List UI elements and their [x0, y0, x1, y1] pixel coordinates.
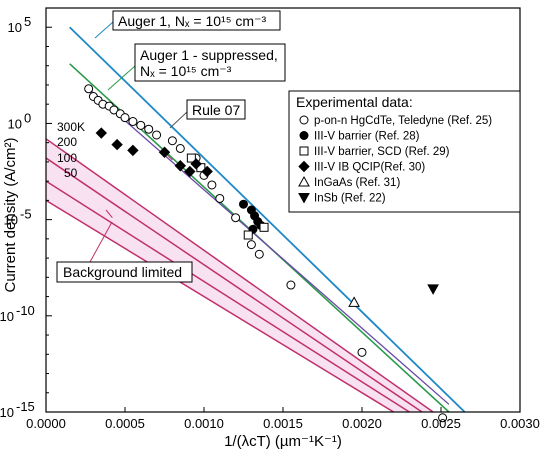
- legend: Experimental data: p-on-n HgCdTe, Teledy…: [288, 90, 521, 213]
- marker-diamond-filled: [184, 165, 196, 178]
- marker-circle-filled: [299, 131, 309, 140]
- marker-circle-open: [357, 347, 367, 357]
- annotation-rule07: Rule 07: [186, 99, 246, 120]
- background-leader: [89, 221, 113, 263]
- marker-triangle-down-filled: [427, 284, 439, 295]
- marker-circle-open: [120, 113, 130, 123]
- temperature-label: 200: [57, 135, 77, 149]
- marker-triangle-open: [348, 296, 360, 307]
- legend-entry: III-V barrier (Ref. 28): [299, 131, 420, 143]
- marker-circle-filled: [239, 199, 248, 209]
- marker-diamond-filled: [95, 127, 108, 139]
- temperature-label: 50: [64, 166, 78, 180]
- legend-entry-label: III-V barrier (Ref. 28): [314, 131, 420, 143]
- auger1-line: [69, 26, 466, 412]
- marker-circle-open: [144, 124, 154, 134]
- bg-curve-200: [46, 157, 423, 412]
- y-tick-exponent: -15: [16, 399, 35, 414]
- y-tick-label: 10: [0, 405, 14, 420]
- auger1-suppressed-leader: [107, 65, 136, 91]
- marker-circle-open: [246, 240, 256, 250]
- data-markers: [84, 84, 448, 423]
- marker-square-open: [259, 222, 269, 232]
- auger1-leader: [94, 21, 114, 39]
- x-tick-label: 0.0005: [105, 416, 145, 431]
- y-tick-label: 10: [8, 20, 22, 35]
- marker-diamond-filled: [158, 146, 171, 158]
- annotation-auger1-suppressed-line2: Nₓ = 10¹⁵ cm⁻³: [140, 63, 232, 79]
- legend-entry-label: InGaAs (Ref. 31): [314, 177, 400, 189]
- x-tick-label: 0.0010: [184, 416, 224, 431]
- y-tick-exponent: 0: [24, 110, 31, 125]
- marker-circle-open: [231, 213, 241, 223]
- x-tick-label: 0.0020: [342, 416, 382, 431]
- x-tick-label: 0.0025: [421, 416, 461, 431]
- marker-circle-open: [136, 120, 146, 130]
- bg-arrow: [105, 209, 113, 219]
- legend-title: Experimental data:: [296, 94, 413, 110]
- marker-square-open: [186, 153, 196, 163]
- marker-circle-open: [207, 180, 217, 190]
- annotation-background-text: Background limited: [63, 264, 182, 280]
- marker-circle-open: [167, 136, 177, 146]
- x-axis-title: 1/(λcT) (µm⁻¹K⁻¹): [224, 433, 342, 450]
- marker-circle-open: [84, 84, 94, 94]
- x-tick-label: 0.0000: [26, 416, 66, 431]
- legend-box: [288, 90, 521, 213]
- marker-triangle-down-filled: [298, 193, 310, 204]
- marker-circle-open: [128, 117, 138, 127]
- annotation-auger1-suppressed-line1: Auger 1 - suppressed,: [140, 47, 278, 63]
- rule07-leader: [169, 111, 188, 129]
- y-tick-exponent: -10: [16, 303, 35, 318]
- x-tick-label: 0.0030: [500, 416, 540, 431]
- legend-entry: p-on-n HgCdTe, Teledyne (Ref. 25): [299, 115, 492, 127]
- marker-triangle-open: [298, 175, 310, 187]
- legend-entry-label: III-V IB QCIP(Ref. 30): [314, 162, 425, 174]
- y-axis-title: Current density (A/cm²): [2, 137, 19, 292]
- marker-square-open: [299, 146, 309, 156]
- y-tick-label: 10: [8, 116, 22, 131]
- legend-entry: III-V IB QCIP(Ref. 30): [298, 160, 425, 174]
- annotation-auger1: Auger 1, Nₓ = 10¹⁵ cm⁻³: [112, 10, 281, 31]
- legend-entry: InGaAs (Ref. 31): [298, 175, 400, 189]
- annotation-auger1-suppressed: Auger 1 - suppressed, Nₓ = 10¹⁵ cm⁻³: [134, 43, 286, 82]
- legend-entry: InSb (Ref. 22): [298, 193, 386, 205]
- temperature-label: 100: [57, 151, 77, 165]
- y-tick-label: 10: [4, 213, 18, 228]
- x-tick-label: 0.0015: [263, 416, 303, 431]
- annotation-background: Background limited: [56, 261, 193, 283]
- bg-curve-300k: [46, 138, 434, 412]
- marker-circle-open: [152, 130, 162, 140]
- marker-circle-open: [254, 249, 264, 259]
- marker-circle-open: [438, 413, 448, 423]
- y-tick-exponent: 5: [24, 14, 31, 29]
- y-tick-label: 10: [0, 309, 14, 324]
- marker-square-open: [243, 230, 253, 240]
- legend-entry-label: p-on-n HgCdTe, Teledyne (Ref. 25): [314, 115, 492, 127]
- marker-diamond-filled: [298, 160, 310, 173]
- marker-diamond-filled: [201, 165, 213, 178]
- marker-circle-open: [299, 115, 309, 125]
- temperature-label: 300K: [57, 120, 85, 134]
- y-tick-exponent: -5: [20, 207, 32, 222]
- rule07-line: [88, 88, 450, 405]
- bg-curve-50: [46, 199, 394, 412]
- marker-diamond-filled: [174, 160, 187, 172]
- annotation-auger1-text: Auger 1, Nₓ = 10¹⁵ cm⁻³: [118, 13, 266, 29]
- x-axis-ticks: 0.0000 0.0005 0.0010 0.0015 0.0020 0.0025 0.00…: [26, 407, 540, 431]
- annotation-rule07-text: Rule 07: [192, 102, 240, 118]
- marker-circle-open: [286, 280, 296, 290]
- marker-circle-open: [215, 193, 225, 203]
- bg-curve-100: [46, 180, 410, 412]
- legend-entry-label: III-V barrier, SCD (Ref. 29): [314, 146, 450, 158]
- marker-circle-open: [175, 143, 185, 153]
- marker-diamond-filled: [111, 138, 123, 151]
- marker-diamond-filled: [190, 158, 202, 170]
- legend-entry-label: InSb (Ref. 22): [314, 193, 386, 205]
- legend-entry: III-V barrier, SCD (Ref. 29): [299, 146, 450, 158]
- marker-diamond-filled: [127, 144, 139, 157]
